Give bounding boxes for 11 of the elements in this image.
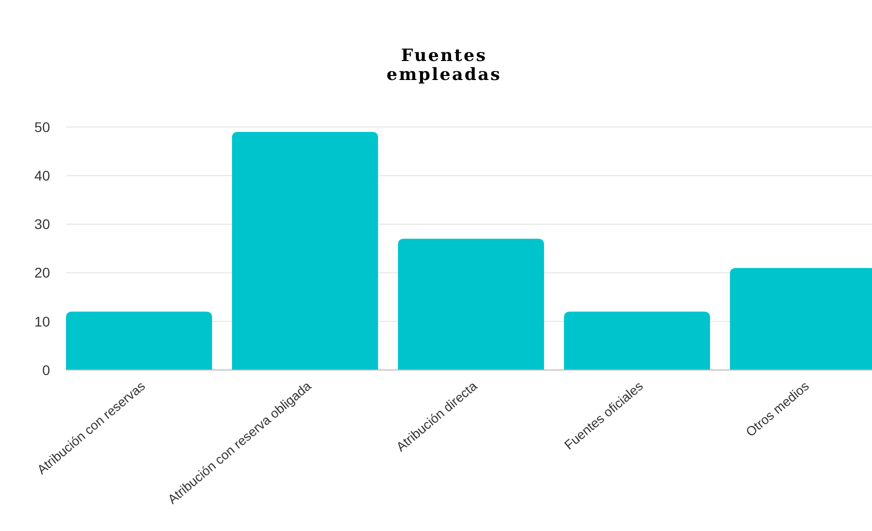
y-tick-label: 30: [34, 216, 50, 232]
y-tick-label: 0: [42, 362, 50, 378]
y-tick-label: 10: [34, 313, 50, 330]
y-tick-label: 40: [34, 168, 50, 184]
bar: [66, 312, 212, 370]
y-tick-label: 20: [34, 264, 50, 281]
chart-title: Fuentes empleadas: [386, 46, 502, 85]
bar: [398, 238, 544, 370]
bar: [232, 132, 378, 370]
y-tick-label: 50: [34, 118, 50, 135]
bar: [564, 312, 710, 370]
